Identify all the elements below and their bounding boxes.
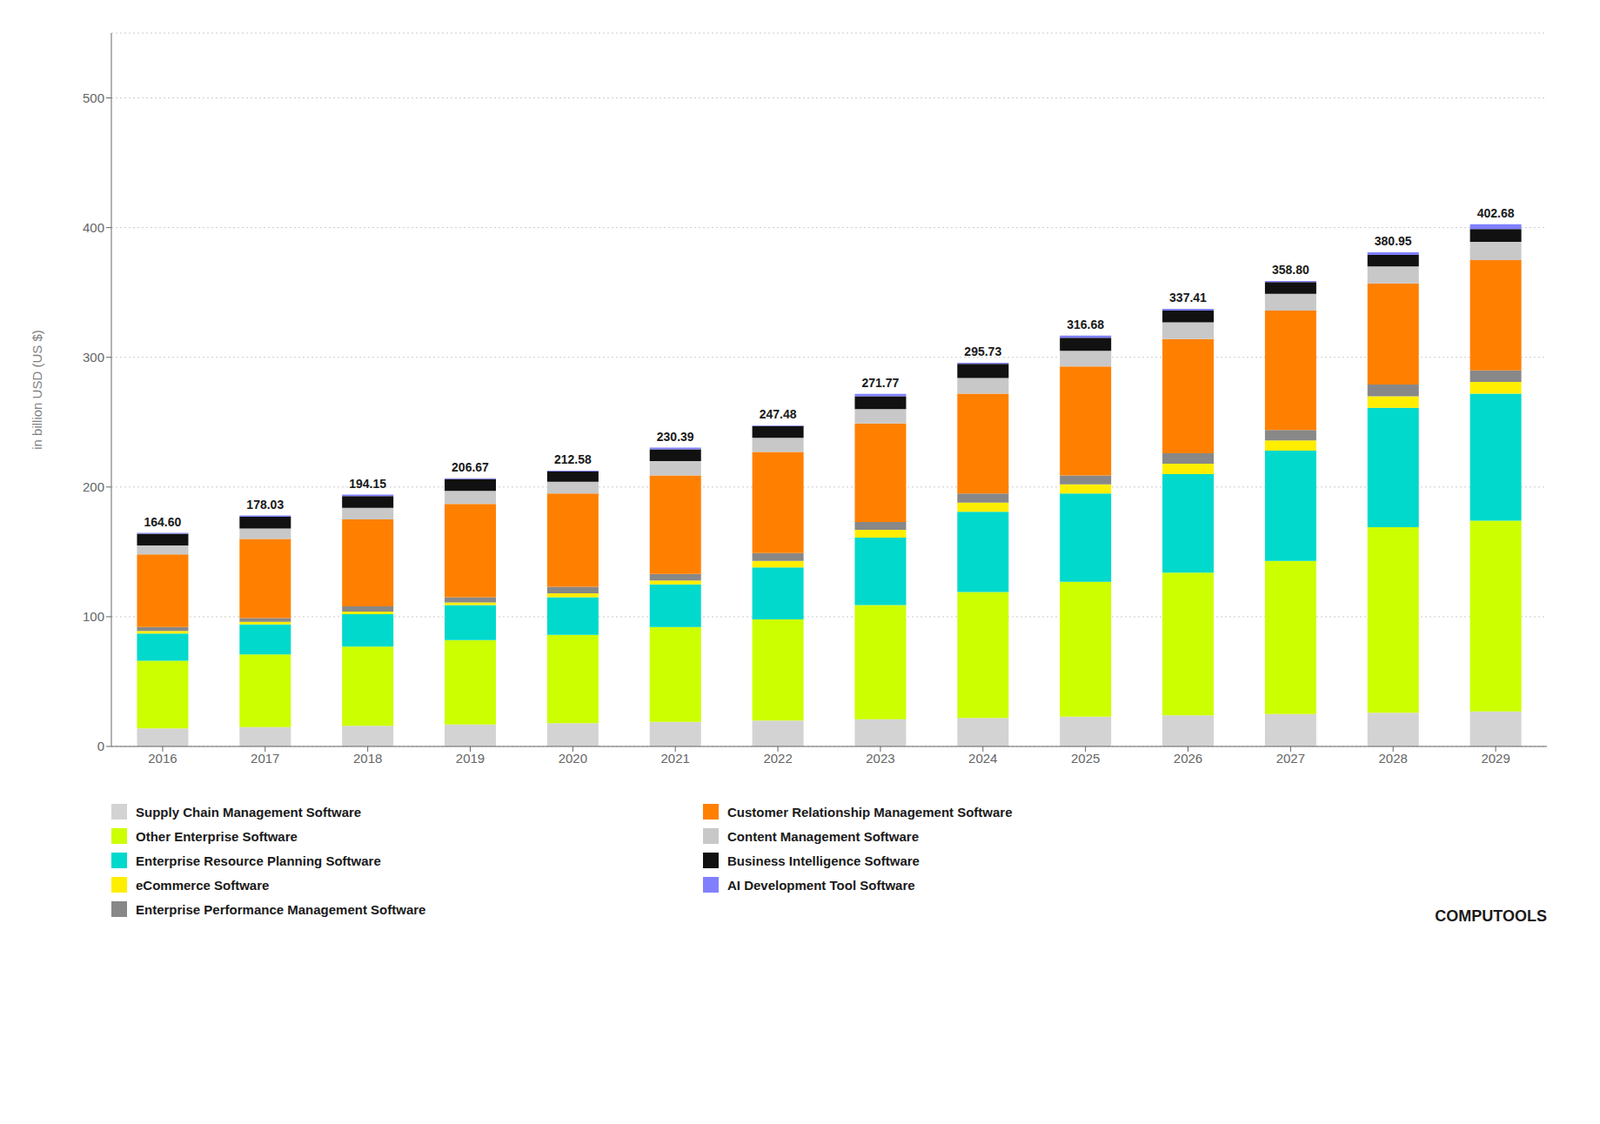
svg-text:200: 200: [82, 479, 105, 495]
svg-text:178.03: 178.03: [246, 497, 284, 512]
html-text:Enterprise Resource Planning S: Enterprise Resource Planning Software: [135, 853, 381, 868]
html-text:COMPUTOOLS: COMPUTOOLS: [1434, 907, 1547, 925]
html-text:Customer Relationship Manageme: Customer Relationship Management Softwar…: [727, 804, 1013, 820]
svg-text:2017: 2017: [250, 750, 280, 766]
html-text:Supply Chain Management Softwa: Supply Chain Management Software: [135, 804, 362, 820]
svg-text:300: 300: [82, 349, 105, 365]
svg-text:2028: 2028: [1379, 750, 1408, 766]
svg-text:212.58: 212.58: [554, 452, 592, 467]
svg-text:194.15: 194.15: [348, 476, 387, 491]
svg-text:2025: 2025: [1071, 750, 1100, 766]
svg-text:100: 100: [82, 609, 105, 624]
svg-text:358.80: 358.80: [1271, 262, 1310, 277]
svg-text:164.60: 164.60: [144, 515, 182, 529]
svg-text:in billion USD (US $): in billion USD (US $): [29, 329, 45, 450]
svg-text:2019: 2019: [455, 750, 485, 766]
html-text:Business Intelligence Software: Business Intelligence Software: [727, 853, 920, 868]
html-text:Enterprise Performance Managem: Enterprise Performance Management Softwa…: [135, 901, 426, 917]
svg-text:295.73: 295.73: [964, 344, 1002, 359]
html-text:eCommerce Software: eCommerce Software: [135, 877, 270, 893]
svg-text:2024: 2024: [968, 750, 998, 766]
svg-text:2020: 2020: [558, 750, 588, 766]
svg-text:402.68: 402.68: [1477, 206, 1515, 221]
html-text:AI Development Tool Software: AI Development Tool Software: [727, 877, 915, 893]
svg-text:400: 400: [82, 220, 105, 235]
svg-text:2023: 2023: [865, 750, 895, 766]
html-text:Other Enterprise Software: Other Enterprise Software: [135, 828, 298, 844]
svg-text:2021: 2021: [661, 750, 690, 766]
svg-text:500: 500: [82, 90, 105, 106]
svg-text:2026: 2026: [1173, 750, 1203, 766]
svg-text:247.48: 247.48: [759, 407, 797, 422]
svg-text:337.41: 337.41: [1169, 290, 1207, 305]
svg-text:206.67: 206.67: [451, 460, 489, 475]
svg-text:230.39: 230.39: [656, 429, 695, 444]
svg-text:2018: 2018: [353, 750, 382, 766]
svg-text:2029: 2029: [1480, 750, 1510, 766]
svg-text:2016: 2016: [147, 750, 177, 766]
svg-text:2027: 2027: [1276, 750, 1306, 766]
html-text:Content Management Software: Content Management Software: [727, 828, 919, 844]
svg-text:316.68: 316.68: [1066, 317, 1105, 332]
svg-text:271.77: 271.77: [862, 375, 900, 390]
svg-text:380.95: 380.95: [1374, 234, 1413, 248]
svg-text:2022: 2022: [763, 750, 792, 766]
svg-text:0: 0: [97, 738, 105, 754]
